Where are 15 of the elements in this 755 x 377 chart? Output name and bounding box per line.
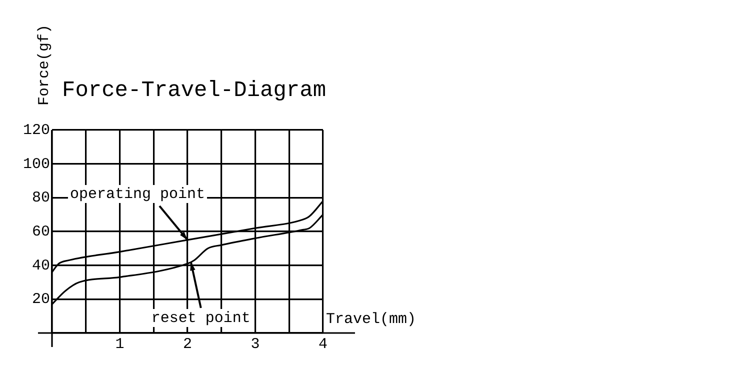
x-tick-label: 1 <box>115 336 124 353</box>
x-axis-title: Travel(mm) <box>326 310 416 328</box>
annotation: reset point <box>151 310 250 327</box>
chart-title: Force-Travel-Diagram <box>62 78 326 103</box>
y-tick-label: 100 <box>22 156 50 173</box>
x-tick-label: 4 <box>318 336 328 353</box>
x-tick-label: 3 <box>250 336 260 353</box>
y-tick-label: 20 <box>32 291 50 308</box>
y-tick-label: 40 <box>32 257 50 274</box>
x-tick-label: 2 <box>182 336 192 353</box>
annotation: operating point <box>70 186 206 203</box>
y-tick-label: 60 <box>32 223 50 240</box>
y-tick-label: 80 <box>32 190 50 207</box>
y-axis-title: Force(gf) <box>36 24 53 106</box>
y-tick-label: 120 <box>22 122 50 139</box>
